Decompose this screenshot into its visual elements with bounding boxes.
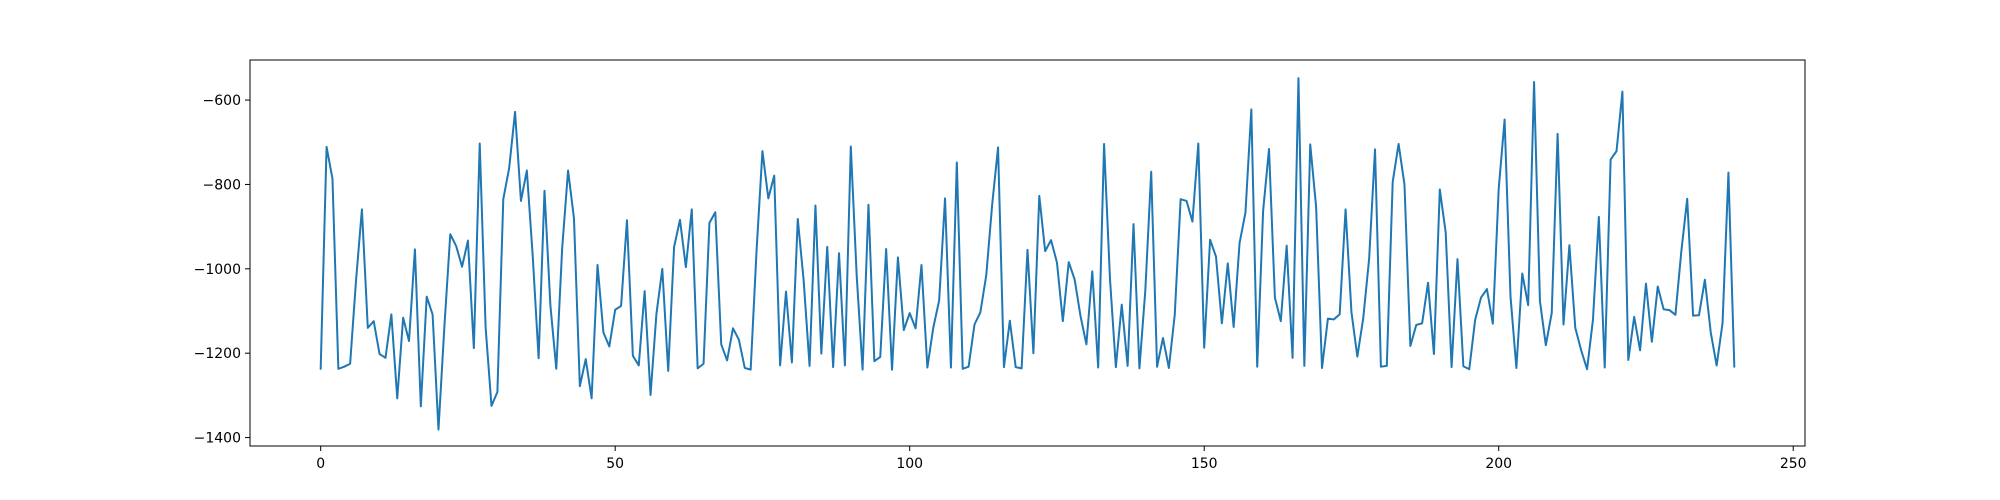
plot-area xyxy=(319,77,1736,431)
x-tick-label: 200 xyxy=(1485,456,1512,472)
axes-frame xyxy=(249,59,1806,447)
y-tick-label: −600 xyxy=(203,93,241,109)
x-tick-label: 150 xyxy=(1191,456,1218,472)
series-line xyxy=(319,77,1736,431)
x-tick-label: 100 xyxy=(896,456,923,472)
x-axis: 0 50 100 150 200 250 xyxy=(316,446,1807,472)
y-tick-label: −1000 xyxy=(194,262,241,278)
y-tick-label: −1400 xyxy=(194,431,241,447)
x-tick-label: 50 xyxy=(606,456,624,472)
y-tick-label: −1200 xyxy=(194,346,241,362)
x-tick-label: 0 xyxy=(316,456,325,472)
y-axis: −1400 −1200 −1000 −800 −600 xyxy=(194,93,250,447)
y-tick-label: −800 xyxy=(203,177,241,193)
x-tick-label: 250 xyxy=(1780,456,1807,472)
